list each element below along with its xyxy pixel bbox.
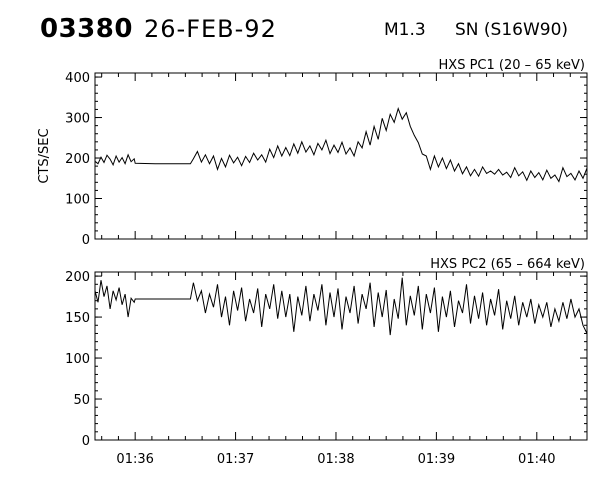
pc2-ytick-label: 150 bbox=[65, 311, 90, 326]
pc2-series-line bbox=[94, 277, 588, 336]
pc1-ytick-label: 400 bbox=[65, 71, 90, 86]
flare-class: M1.3 bbox=[384, 20, 426, 40]
pc1-ylabel: CTS/SEC bbox=[37, 128, 52, 183]
pc1-ytick-label: 200 bbox=[65, 152, 90, 167]
pc2-xtick-label: 01:39 bbox=[418, 452, 455, 467]
pc2-ytick-label: 0 bbox=[82, 434, 90, 449]
pc2-xtick-label: 01:40 bbox=[518, 452, 555, 467]
pc2-ytick-label: 200 bbox=[65, 270, 90, 285]
event-number: 03380 bbox=[40, 14, 133, 44]
pc1-ytick-label: 0 bbox=[82, 233, 90, 248]
pc1-plot-frame bbox=[94, 72, 588, 240]
pc2-xtick-label: 01:38 bbox=[317, 452, 354, 467]
pc2-xtick-label: 01:37 bbox=[217, 452, 254, 467]
pc1-title: HXS PC1 (20 – 65 keV) bbox=[439, 58, 585, 73]
pc2-plot-frame bbox=[94, 271, 588, 441]
pc1-ytick-label: 100 bbox=[65, 193, 90, 208]
event-date: 26-FEB-92 bbox=[144, 15, 277, 43]
pc1-series-line bbox=[94, 107, 588, 183]
pc1-ytick-label: 300 bbox=[65, 112, 90, 127]
pc2-ytick-label: 100 bbox=[65, 352, 90, 367]
flare-location: SN (S16W90) bbox=[455, 20, 569, 40]
pc2-ytick-label: 50 bbox=[73, 393, 90, 408]
pc2-title: HXS PC2 (65 – 664 keV) bbox=[430, 257, 585, 272]
pc2-xtick-label: 01:36 bbox=[116, 452, 153, 467]
